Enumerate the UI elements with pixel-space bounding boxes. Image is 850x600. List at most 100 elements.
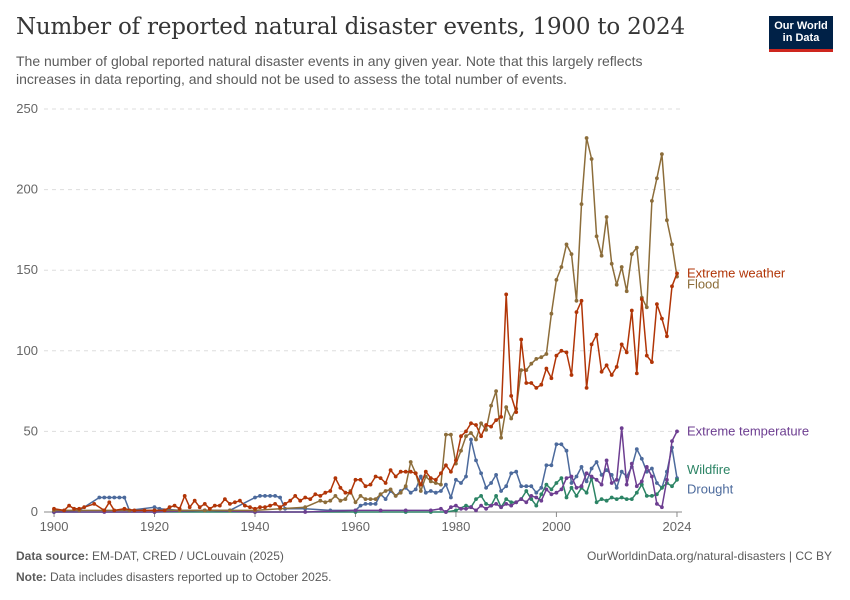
data-point-flood xyxy=(660,152,664,157)
data-point-extreme-weather xyxy=(614,365,619,369)
data-point-drought xyxy=(554,442,559,447)
data-point-drought xyxy=(564,448,569,453)
data-point-drought xyxy=(594,460,599,464)
data-point-extreme-temperature xyxy=(650,474,654,479)
data-point-flood xyxy=(670,242,674,247)
data-point-drought xyxy=(504,484,509,489)
data-point-extreme-weather xyxy=(609,373,614,377)
data-point-extreme-weather xyxy=(650,360,654,364)
data-point-wildfire xyxy=(554,481,559,485)
data-point-extreme-temperature xyxy=(629,461,634,466)
data-point-flood xyxy=(534,357,539,361)
data-point-extreme-temperature xyxy=(574,485,579,490)
data-point-extreme-temperature xyxy=(670,439,674,443)
data-point-flood xyxy=(504,405,509,410)
data-point-wildfire xyxy=(539,492,544,497)
data-point-extreme-weather xyxy=(584,386,589,390)
series-line-wildfire[interactable] xyxy=(54,477,678,513)
legend-label-drought[interactable]: Drought xyxy=(687,481,734,496)
data-point-extreme-temperature xyxy=(589,474,594,479)
data-point-flood xyxy=(439,482,443,487)
data-point-extreme-weather xyxy=(454,458,458,463)
data-point-extreme-weather xyxy=(594,332,599,337)
data-point-extreme-weather xyxy=(192,498,197,503)
legend-label-extreme-weather[interactable]: Extreme weather xyxy=(687,265,786,280)
chart-title: Number of reported natural disaster even… xyxy=(16,14,685,40)
data-point-drought xyxy=(263,494,267,498)
data-point-extreme-weather xyxy=(62,508,66,513)
data-point-drought xyxy=(499,489,503,493)
data-point-extreme-temperature xyxy=(469,505,473,510)
data-point-drought xyxy=(559,442,564,447)
data-point-extreme-temperature xyxy=(484,506,488,511)
data-point-drought xyxy=(599,473,604,477)
data-point-extreme-weather xyxy=(303,495,308,500)
owid-url[interactable]: OurWorldinData.org/natural-disasters | C… xyxy=(587,549,832,563)
data-point-extreme-weather xyxy=(428,476,433,480)
data-point-flood xyxy=(469,431,473,435)
data-point-extreme-temperature xyxy=(514,500,519,505)
data-point-extreme-weather xyxy=(212,503,217,508)
data-point-wildfire xyxy=(534,503,539,508)
x-tick-label: 2000 xyxy=(542,519,571,534)
data-point-extreme-weather xyxy=(579,298,584,303)
data-point-drought xyxy=(509,471,514,476)
data-point-extreme-weather xyxy=(182,494,187,498)
legend-label-wildfire[interactable]: Wildfire xyxy=(687,462,730,477)
data-point-extreme-temperature xyxy=(428,508,433,513)
data-point-wildfire xyxy=(675,477,679,482)
data-point-extreme-weather xyxy=(353,477,358,482)
data-point-extreme-temperature xyxy=(579,484,584,489)
owid-logo[interactable]: Our World in Data xyxy=(769,16,833,52)
data-point-flood xyxy=(398,490,403,495)
data-point-extreme-temperature xyxy=(529,494,534,498)
data-point-drought xyxy=(408,490,413,495)
data-point-flood xyxy=(564,242,569,247)
data-point-flood xyxy=(328,498,333,503)
data-point-extreme-weather xyxy=(318,494,323,498)
data-point-extreme-weather xyxy=(258,505,262,510)
data-point-drought xyxy=(112,495,117,500)
legend-label-flood[interactable]: Flood xyxy=(687,277,720,292)
data-point-drought xyxy=(368,502,373,506)
data-point-extreme-temperature xyxy=(644,465,649,469)
data-point-extreme-weather xyxy=(52,506,56,511)
data-point-extreme-weather xyxy=(373,474,378,479)
legend-label-extreme-temperature[interactable]: Extreme temperature xyxy=(687,423,809,438)
data-source-link[interactable]: EM-DAT, CRED / UCLouvain (2025) xyxy=(92,549,284,563)
data-point-wildfire xyxy=(574,494,579,498)
data-point-extreme-weather xyxy=(439,471,443,476)
data-point-extreme-temperature xyxy=(554,490,559,495)
data-point-extreme-temperature xyxy=(444,510,448,514)
y-tick-label: 200 xyxy=(16,182,38,197)
data-point-extreme-weather xyxy=(459,434,463,439)
data-point-flood xyxy=(604,215,609,219)
data-point-wildfire xyxy=(544,482,549,487)
data-point-flood xyxy=(464,434,468,439)
data-point-extreme-weather xyxy=(348,490,353,495)
data-point-flood xyxy=(403,484,408,489)
data-point-extreme-weather xyxy=(519,337,524,342)
data-point-extreme-temperature xyxy=(639,479,644,484)
data-point-extreme-weather xyxy=(77,506,82,511)
data-point-extreme-temperature xyxy=(614,477,619,482)
note-text: Data includes disasters reported up to O… xyxy=(50,570,332,584)
data-point-drought xyxy=(639,456,644,461)
x-tick-label: 1920 xyxy=(140,519,169,534)
data-point-flood xyxy=(358,494,363,498)
data-point-extreme-weather xyxy=(574,310,579,314)
data-point-extreme-weather xyxy=(619,342,624,347)
data-point-flood xyxy=(353,500,358,505)
series-line-extreme-temperature[interactable] xyxy=(54,427,678,513)
data-point-wildfire xyxy=(639,482,644,487)
series-line-drought[interactable] xyxy=(53,438,678,513)
data-point-flood xyxy=(629,252,634,256)
data-point-extreme-weather xyxy=(559,348,564,353)
data-point-extreme-weather xyxy=(162,508,167,513)
data-point-drought xyxy=(489,481,493,485)
data-point-extreme-weather xyxy=(298,498,303,503)
data-point-drought xyxy=(474,458,478,463)
data-point-flood xyxy=(428,479,433,484)
data-point-flood xyxy=(554,278,559,282)
data-point-extreme-weather xyxy=(383,481,388,485)
